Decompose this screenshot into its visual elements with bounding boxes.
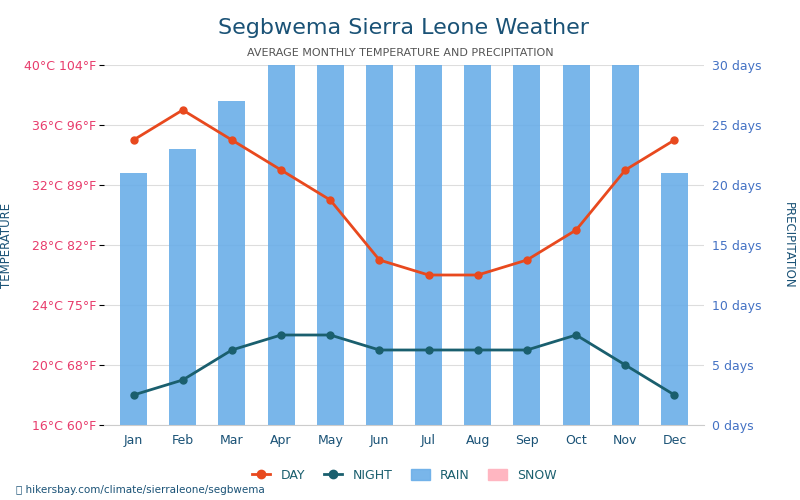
DAY [424,272,434,278]
NIGHT [473,347,482,353]
NIGHT [178,377,187,383]
DAY [276,167,286,173]
NIGHT [670,392,679,398]
Bar [464,0,491,425]
DAY [571,227,581,233]
NIGHT [424,347,434,353]
Text: AVERAGE MONTHLY TEMPERATURE AND PRECIPITATION: AVERAGE MONTHLY TEMPERATURE AND PRECIPIT… [246,48,554,58]
Y-axis label: TEMPERATURE: TEMPERATURE [0,202,13,288]
DAY [227,137,237,143]
Legend: DAY, NIGHT, RAIN, SNOW: DAY, NIGHT, RAIN, SNOW [246,464,562,487]
Bar [120,173,147,425]
Bar [562,0,590,425]
DAY [129,137,138,143]
DAY [670,137,679,143]
NIGHT [571,332,581,338]
Bar [267,17,294,425]
Text: 📍 hikersbay.com/climate/sierraleone/segbwema: 📍 hikersbay.com/climate/sierraleone/segb… [16,485,265,495]
Bar [218,101,246,425]
DAY [326,197,335,203]
Title: Segbwema Sierra Leone Weather: Segbwema Sierra Leone Weather [218,18,590,38]
Y-axis label: PRECIPITATION: PRECIPITATION [782,202,795,288]
NIGHT [227,347,237,353]
DAY [522,257,532,263]
DAY [374,257,384,263]
Line: DAY: DAY [130,106,678,278]
NIGHT [129,392,138,398]
Bar [366,0,393,425]
NIGHT [621,362,630,368]
Bar [514,0,541,425]
Bar [661,173,688,425]
NIGHT [374,347,384,353]
NIGHT [276,332,286,338]
Bar [612,0,639,425]
NIGHT [326,332,335,338]
DAY [621,167,630,173]
DAY [178,107,187,113]
NIGHT [522,347,532,353]
Bar [317,0,344,425]
Bar [169,149,196,425]
DAY [473,272,482,278]
Bar [415,0,442,425]
Line: NIGHT: NIGHT [130,332,678,398]
